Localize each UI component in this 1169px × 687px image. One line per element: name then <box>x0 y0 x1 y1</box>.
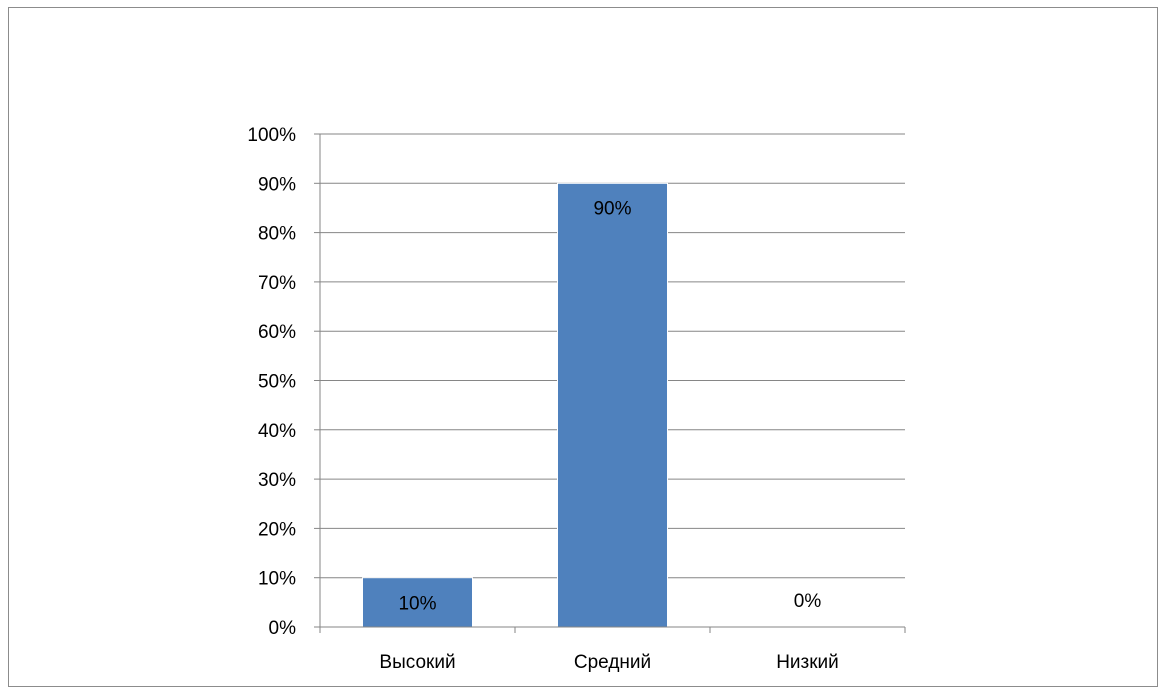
y-tick-labels: 0% 10% 20% 30% 40% 50% 60% 70% 80% 90% 100% <box>247 125 296 639</box>
data-label: 90% <box>593 198 631 219</box>
data-label: 10% <box>398 593 436 614</box>
x-category-label: Высокий <box>379 652 455 673</box>
bars <box>362 182 668 628</box>
x-category-labels: Высокий Средний Низкий <box>379 652 838 673</box>
y-tick-label: 20% <box>258 519 296 540</box>
x-category-label: Средний <box>574 652 651 673</box>
x-category-label: Низкий <box>776 652 839 673</box>
y-tick-label: 60% <box>258 322 296 343</box>
data-label: 0% <box>794 591 822 612</box>
y-tick-label: 40% <box>258 421 296 442</box>
y-tick-label: 80% <box>258 224 296 245</box>
y-tick-label: 90% <box>258 174 296 195</box>
y-tick-label: 10% <box>258 569 296 590</box>
axes <box>314 133 906 633</box>
bar <box>362 577 473 628</box>
y-tick-label: 70% <box>258 273 296 294</box>
y-tick-label: 30% <box>258 470 296 491</box>
y-tick-label: 100% <box>247 125 296 146</box>
y-tick-label: 0% <box>269 618 297 639</box>
data-labels: 10% 90% 0% <box>398 198 821 614</box>
y-tick-label: 50% <box>258 372 296 393</box>
bar <box>557 182 668 628</box>
